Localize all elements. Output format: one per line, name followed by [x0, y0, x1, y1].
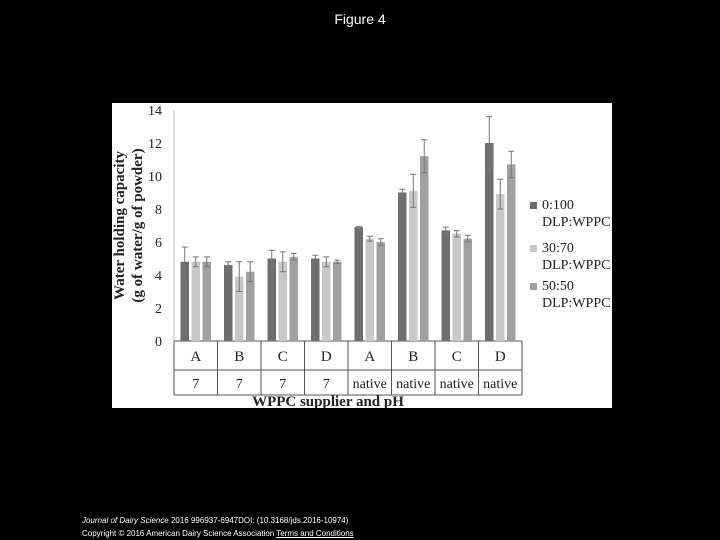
y-tick-label: 14 — [148, 104, 162, 119]
bar — [322, 261, 331, 341]
x-tick-label: D — [321, 349, 332, 365]
error-bar — [290, 253, 297, 261]
bar — [441, 230, 450, 341]
error-bar — [236, 261, 243, 292]
x-tick-label: D — [495, 349, 506, 365]
error-bar — [181, 246, 188, 278]
y-axis-label: (g of water/g of powder) — [130, 148, 146, 302]
journal: Journal of Dairy Science — [82, 516, 169, 525]
error-bar — [497, 178, 504, 210]
error-bar — [366, 235, 373, 242]
error-bar — [464, 234, 471, 243]
error-bar — [225, 261, 232, 269]
y-tick-label: 10 — [148, 170, 162, 185]
error-bar — [377, 238, 384, 246]
y-tick-label: 2 — [155, 302, 162, 317]
bar — [452, 233, 461, 341]
chart: 0 2 4 6 8 10 12 14 Water holding capacity (g of w… — [112, 103, 612, 408]
bar — [463, 238, 472, 341]
x-tick-label-ph: native — [440, 377, 474, 392]
bar — [267, 258, 276, 341]
x-tick-label-ph: native — [353, 377, 387, 392]
x-tick-label-ph: native — [396, 377, 430, 392]
bar — [507, 164, 516, 341]
error-bar — [312, 254, 319, 263]
bar — [191, 261, 200, 341]
terms-link[interactable]: Terms and Conditions — [276, 529, 354, 538]
y-tick-label: 4 — [155, 269, 162, 284]
x-tick-label-ph: 7 — [192, 377, 199, 392]
legend-label: 30:70 DLP:WPPC — [542, 241, 611, 273]
bar — [246, 271, 255, 341]
bar — [333, 261, 342, 341]
bar — [485, 143, 494, 341]
error-bar — [399, 188, 406, 197]
error-bar — [453, 229, 460, 238]
bar — [420, 156, 429, 341]
x-tick-label-ph: native — [483, 377, 517, 392]
x-tick-label: C — [278, 349, 288, 365]
error-bar — [508, 150, 515, 179]
y-tick-label: 12 — [148, 137, 162, 152]
footer: Journal of Dairy Science 2016 996937-694… — [82, 514, 354, 540]
x-tick-label: B — [408, 349, 418, 365]
error-bar — [268, 249, 275, 268]
x-tick-label: C — [452, 349, 462, 365]
citation: 2016 996937-6947DOI: (10.3168/jds.2016-1… — [170, 516, 349, 525]
bar — [311, 258, 320, 341]
error-bar — [421, 139, 428, 174]
x-tick-label: A — [364, 349, 375, 365]
y-tick-label: 6 — [155, 236, 162, 251]
x-tick-label: B — [234, 349, 244, 365]
error-bar — [442, 226, 449, 235]
error-bar — [410, 173, 417, 208]
slide-title: Figure 4 — [334, 11, 386, 27]
x-tick-label-ph: 7 — [236, 377, 243, 392]
error-bar — [323, 256, 330, 268]
bar — [278, 261, 287, 341]
x-tick-label: A — [190, 349, 201, 365]
bar — [398, 192, 407, 341]
legend-swatch — [530, 245, 537, 252]
bar — [202, 261, 211, 341]
bar — [365, 238, 374, 341]
error-bar — [247, 261, 254, 283]
bar — [354, 227, 363, 341]
bar — [289, 256, 298, 341]
error-bar — [334, 259, 341, 264]
bar — [496, 194, 505, 341]
error-bar — [203, 256, 210, 268]
error-bar — [192, 256, 199, 268]
legend-label: 0:100 DLP:WPPC — [542, 198, 611, 230]
legend-label: 50:50 DLP:WPPC — [542, 279, 611, 311]
bar — [235, 276, 244, 341]
bar — [376, 242, 385, 341]
error-bar — [279, 251, 286, 273]
copyright: Copyright © 2016 American Dairy Science … — [82, 529, 275, 538]
y-tick-label: 0 — [155, 335, 162, 350]
error-bar — [486, 116, 493, 170]
bar — [180, 261, 189, 341]
y-tick-label: 8 — [155, 203, 162, 218]
x-tick-label-ph: 7 — [279, 377, 286, 392]
bar — [224, 265, 233, 341]
x-tick-label-ph: 7 — [323, 377, 330, 392]
legend-swatch — [530, 283, 537, 290]
x-axis-label: WPPC supplier and pH — [252, 394, 404, 408]
bar — [409, 190, 418, 341]
y-axis-label: Water holding capacity — [112, 151, 128, 300]
error-bar — [355, 225, 362, 229]
legend-swatch — [530, 202, 537, 209]
